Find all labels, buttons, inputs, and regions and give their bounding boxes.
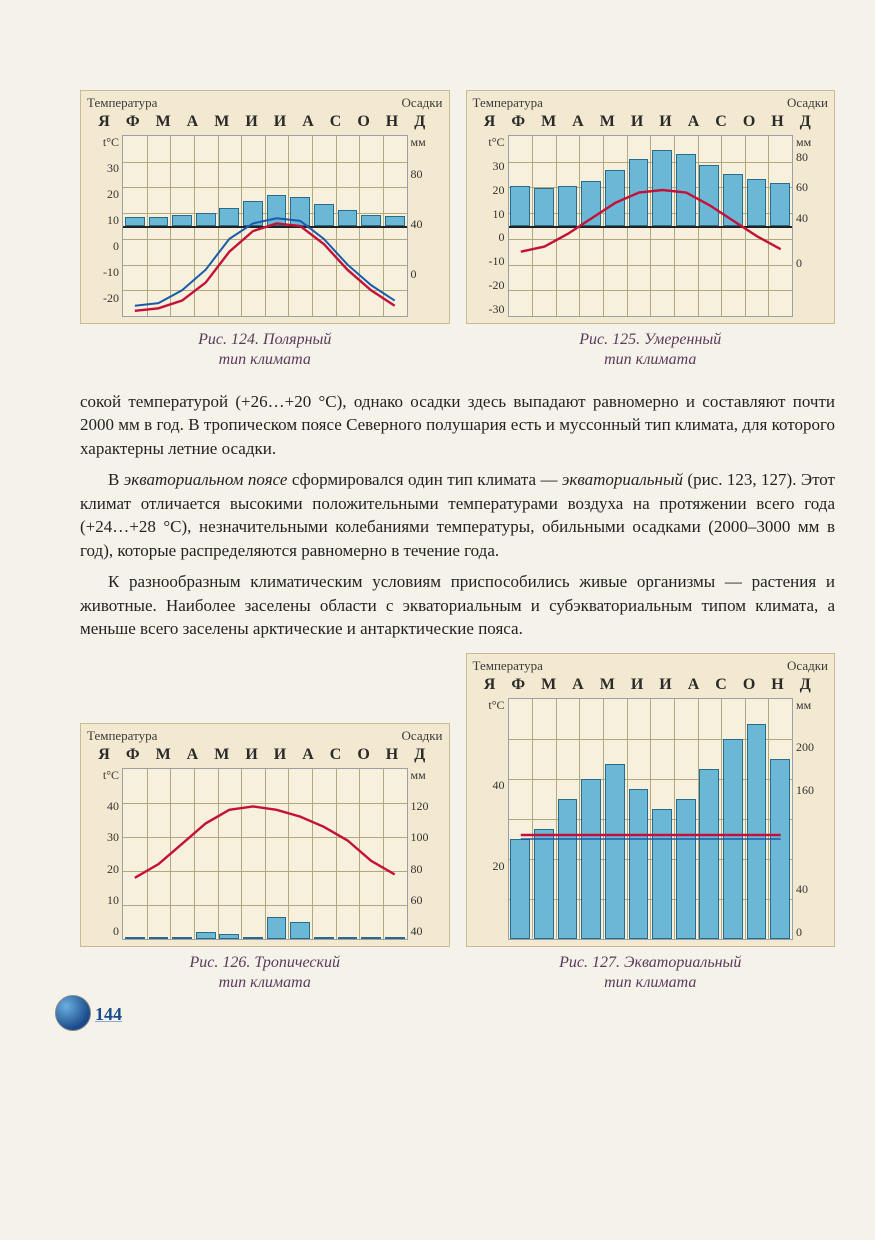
chart-126-wrapper: ТемператураОсадкиЯ Ф М А М И И А С О Н Д… [80,723,450,1007]
chart-row-top: ТемператураОсадкиЯ Ф М А М И И А С О Н Д… [80,90,835,384]
climate-chart-126: ТемператураОсадкиЯ Ф М А М И И А С О Н Д… [80,723,450,947]
climate-chart-127: ТемператураОсадкиЯ Ф М А М И И А С О Н Д… [466,653,836,947]
climate-chart-125: ТемператураОсадкиЯ Ф М А М И И А С О Н Д… [466,90,836,324]
paragraph-1: сокой температурой (+26…+20 °С), однако … [80,390,835,460]
chart-125-wrapper: ТемператураОсадкиЯ Ф М А М И И А С О Н Д… [466,90,836,384]
page-number: 144 [95,1004,122,1025]
chart-124-wrapper: ТемператураОсадкиЯ Ф М А М И И А С О Н Д… [80,90,450,384]
climate-chart-124: ТемператураОсадкиЯ Ф М А М И И А С О Н Д… [80,90,450,324]
globe-icon [55,995,91,1031]
paragraph-3: К разнообразным климатическим условиям п… [80,570,835,640]
caption-126: Рис. 126. Тропическийтип климата [80,953,450,993]
chart-row-bottom: ТемператураОсадкиЯ Ф М А М И И А С О Н Д… [80,653,835,1007]
caption-127: Рис. 127. Экваториальныйтип климата [466,953,836,993]
caption-124: Рис. 124. Полярныйтип климата [80,330,450,370]
textbook-page: ТемператураОсадкиЯ Ф М А М И И А С О Н Д… [0,0,875,1043]
chart-127-wrapper: ТемператураОсадкиЯ Ф М А М И И А С О Н Д… [466,653,836,1007]
caption-125: Рис. 125. Умеренныйтип климата [466,330,836,370]
paragraph-2: В экваториальном поясе сформировался оди… [80,468,835,562]
